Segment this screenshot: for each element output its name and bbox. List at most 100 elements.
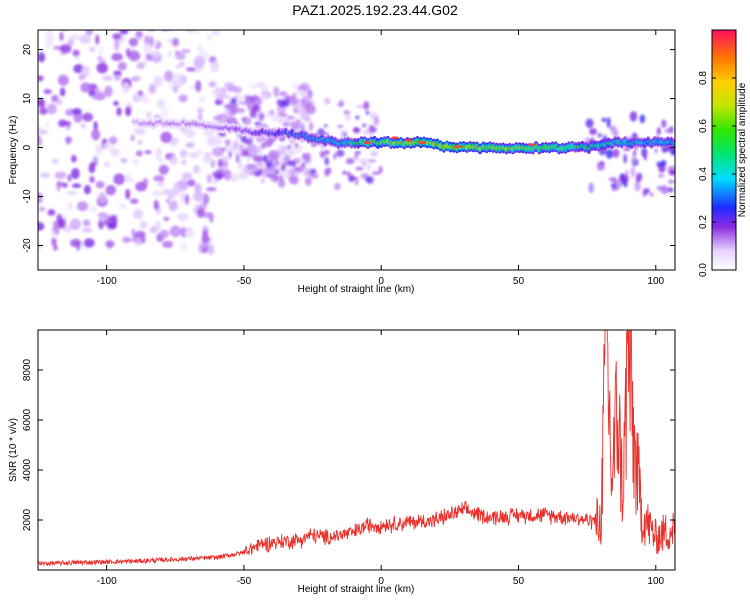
noise-blob xyxy=(46,13,51,23)
noise-blob xyxy=(589,128,598,136)
noise-blob xyxy=(606,117,611,128)
noise-blob xyxy=(654,147,658,154)
noise-blob xyxy=(229,176,238,183)
noise-blob xyxy=(337,103,344,107)
noise-blob xyxy=(135,181,147,192)
noise-blob xyxy=(43,88,52,95)
noise-blob xyxy=(613,148,620,158)
noise-blob xyxy=(304,95,311,106)
noise-blob xyxy=(224,139,231,147)
bottom-x-ticks: -100 -50 0 50 100 xyxy=(97,330,665,587)
noise-blob xyxy=(38,98,46,109)
top-x-ticks: -100 -50 0 50 100 xyxy=(97,30,665,287)
noise-blob xyxy=(635,176,640,183)
noise-blob xyxy=(252,104,261,113)
noise-blob xyxy=(156,181,167,188)
noise-blob xyxy=(51,158,59,164)
noise-blob xyxy=(241,116,247,122)
noise-blob xyxy=(125,106,132,117)
noise-blob xyxy=(262,154,269,163)
noise-blob xyxy=(228,151,232,159)
colorbar-label: Normalized spectral amplitude xyxy=(737,82,748,217)
tick-label: -50 xyxy=(237,576,252,587)
noise-blob xyxy=(56,182,68,187)
noise-blob xyxy=(38,222,45,231)
noise-blob xyxy=(345,158,355,165)
ridge-peak xyxy=(454,145,463,148)
noise-blob xyxy=(291,82,300,90)
noise-blob xyxy=(288,176,299,185)
noise-blob xyxy=(246,144,259,155)
noise-blob xyxy=(179,191,185,203)
noise-blob xyxy=(176,12,184,21)
noise-blob xyxy=(669,169,675,176)
noise-blob xyxy=(342,170,347,175)
noise-blob xyxy=(272,150,279,157)
tick-label: 8000 xyxy=(22,358,33,381)
noise-blob xyxy=(102,75,113,82)
noise-blob xyxy=(38,243,43,250)
noise-blob xyxy=(273,160,280,167)
noise-blob xyxy=(244,98,252,106)
noise-blob xyxy=(192,164,201,174)
noise-blob xyxy=(271,175,276,183)
noise-blob xyxy=(80,82,92,93)
noise-blob xyxy=(196,148,203,157)
tick-label: 100 xyxy=(647,276,664,287)
noise-blob xyxy=(220,147,227,151)
noise-blob xyxy=(369,131,373,136)
noise-blob xyxy=(232,86,243,94)
noise-blob xyxy=(38,75,44,82)
noise-blob xyxy=(119,15,126,25)
noise-blob xyxy=(202,211,213,219)
noise-blob xyxy=(658,173,665,178)
noise-blob xyxy=(125,47,131,58)
noise-blob xyxy=(134,127,146,136)
noise-blob xyxy=(153,75,164,87)
noise-blob xyxy=(258,112,265,122)
tick-label: 20 xyxy=(22,44,33,56)
noise-blob xyxy=(153,199,159,211)
noise-blob xyxy=(105,240,115,248)
noise-blob xyxy=(163,216,170,222)
noise-blob xyxy=(275,169,280,175)
noise-blob xyxy=(118,203,127,210)
noise-blob xyxy=(239,101,246,105)
snr-series-line xyxy=(38,330,675,567)
noise-blob xyxy=(190,30,200,35)
noise-blob xyxy=(38,52,46,63)
noise-blob xyxy=(298,122,305,130)
noise-blob xyxy=(71,155,77,163)
noise-blob xyxy=(137,140,143,145)
noise-blob xyxy=(356,105,366,109)
spectral-ridge xyxy=(131,116,675,155)
noise-blob xyxy=(172,37,179,47)
tick-label: 10 xyxy=(22,93,33,105)
noise-blob xyxy=(235,153,240,164)
tick-label: -10 xyxy=(22,189,33,204)
noise-blob xyxy=(319,150,326,159)
noise-blob xyxy=(122,236,132,243)
noise-blob xyxy=(96,62,108,74)
noise-blob xyxy=(82,112,94,122)
noise-blob xyxy=(365,110,370,115)
noise-blob xyxy=(294,142,299,148)
noise-blob xyxy=(97,192,107,204)
noise-blob xyxy=(296,89,306,95)
noise-blob xyxy=(625,169,629,178)
noise-blob xyxy=(350,176,359,181)
noise-blob xyxy=(185,67,196,72)
noise-blob xyxy=(344,114,352,121)
tick-label: 0 xyxy=(378,576,384,587)
noise-blob xyxy=(141,97,152,104)
noise-blob xyxy=(291,120,297,130)
noise-blob xyxy=(71,167,80,180)
noise-blob xyxy=(120,158,128,163)
noise-blob xyxy=(160,131,173,144)
noise-blob xyxy=(167,50,173,58)
noise-blob xyxy=(38,192,43,204)
noise-blob xyxy=(154,220,162,232)
noise-blob xyxy=(360,173,370,180)
noise-blob xyxy=(179,61,185,67)
noise-blob xyxy=(269,109,274,116)
